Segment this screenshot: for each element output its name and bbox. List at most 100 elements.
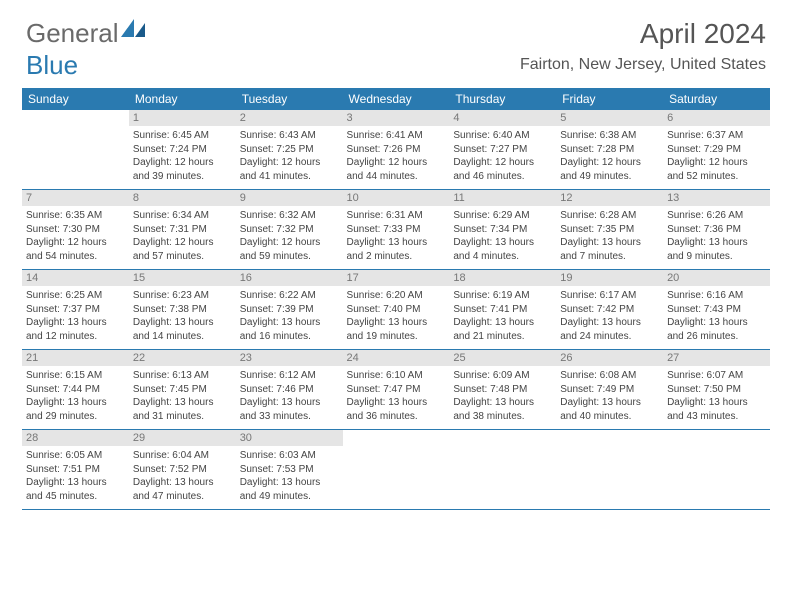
day-cell: 23Sunrise: 6:12 AMSunset: 7:46 PMDayligh… [236, 350, 343, 430]
daylight-line: Daylight: 12 hours and 54 minutes. [26, 236, 125, 263]
day-cell [449, 430, 556, 510]
sunset-line: Sunset: 7:50 PM [667, 383, 766, 397]
sunset-line: Sunset: 7:53 PM [240, 463, 339, 477]
day-cell: 16Sunrise: 6:22 AMSunset: 7:39 PMDayligh… [236, 270, 343, 350]
day-details: Sunrise: 6:09 AMSunset: 7:48 PMDaylight:… [449, 366, 556, 429]
sunrise-line: Sunrise: 6:28 AM [560, 209, 659, 223]
day-number: 8 [129, 190, 236, 206]
sunrise-line: Sunrise: 6:23 AM [133, 289, 232, 303]
day-number: 27 [663, 350, 770, 366]
day-header-monday: Monday [129, 88, 236, 110]
daylight-line: Daylight: 13 hours and 47 minutes. [133, 476, 232, 503]
day-details: Sunrise: 6:26 AMSunset: 7:36 PMDaylight:… [663, 206, 770, 269]
logo-sail-icon [121, 19, 145, 37]
day-cell: 11Sunrise: 6:29 AMSunset: 7:34 PMDayligh… [449, 190, 556, 270]
day-details: Sunrise: 6:35 AMSunset: 7:30 PMDaylight:… [22, 206, 129, 269]
day-number: 24 [343, 350, 450, 366]
day-details: Sunrise: 6:07 AMSunset: 7:50 PMDaylight:… [663, 366, 770, 429]
sunset-line: Sunset: 7:34 PM [453, 223, 552, 237]
sunset-line: Sunset: 7:43 PM [667, 303, 766, 317]
day-cell: 24Sunrise: 6:10 AMSunset: 7:47 PMDayligh… [343, 350, 450, 430]
title-block: April 2024 Fairton, New Jersey, United S… [520, 18, 766, 74]
day-number: 6 [663, 110, 770, 126]
day-number: 20 [663, 270, 770, 286]
daylight-line: Daylight: 13 hours and 12 minutes. [26, 316, 125, 343]
daylight-line: Daylight: 12 hours and 59 minutes. [240, 236, 339, 263]
day-details: Sunrise: 6:38 AMSunset: 7:28 PMDaylight:… [556, 126, 663, 189]
day-cell: 10Sunrise: 6:31 AMSunset: 7:33 PMDayligh… [343, 190, 450, 270]
daylight-line: Daylight: 12 hours and 49 minutes. [560, 156, 659, 183]
day-details: Sunrise: 6:19 AMSunset: 7:41 PMDaylight:… [449, 286, 556, 349]
daylight-line: Daylight: 13 hours and 16 minutes. [240, 316, 339, 343]
sunset-line: Sunset: 7:52 PM [133, 463, 232, 477]
day-details: Sunrise: 6:37 AMSunset: 7:29 PMDaylight:… [663, 126, 770, 189]
day-cell: 5Sunrise: 6:38 AMSunset: 7:28 PMDaylight… [556, 110, 663, 190]
day-number: 10 [343, 190, 450, 206]
day-cell [22, 110, 129, 190]
sunset-line: Sunset: 7:45 PM [133, 383, 232, 397]
day-details: Sunrise: 6:12 AMSunset: 7:46 PMDaylight:… [236, 366, 343, 429]
day-cell: 29Sunrise: 6:04 AMSunset: 7:52 PMDayligh… [129, 430, 236, 510]
day-number: 29 [129, 430, 236, 446]
day-cell: 22Sunrise: 6:13 AMSunset: 7:45 PMDayligh… [129, 350, 236, 430]
sunset-line: Sunset: 7:48 PM [453, 383, 552, 397]
day-details: Sunrise: 6:28 AMSunset: 7:35 PMDaylight:… [556, 206, 663, 269]
sunrise-line: Sunrise: 6:17 AM [560, 289, 659, 303]
day-number: 11 [449, 190, 556, 206]
sunset-line: Sunset: 7:44 PM [26, 383, 125, 397]
day-cell: 8Sunrise: 6:34 AMSunset: 7:31 PMDaylight… [129, 190, 236, 270]
day-number: 4 [449, 110, 556, 126]
daylight-line: Daylight: 12 hours and 46 minutes. [453, 156, 552, 183]
day-details: Sunrise: 6:22 AMSunset: 7:39 PMDaylight:… [236, 286, 343, 349]
sunset-line: Sunset: 7:46 PM [240, 383, 339, 397]
day-number: 5 [556, 110, 663, 126]
day-details: Sunrise: 6:40 AMSunset: 7:27 PMDaylight:… [449, 126, 556, 189]
day-cell: 17Sunrise: 6:20 AMSunset: 7:40 PMDayligh… [343, 270, 450, 350]
header: General April 2024 Fairton, New Jersey, … [0, 0, 792, 80]
sunrise-line: Sunrise: 6:03 AM [240, 449, 339, 463]
day-cell: 13Sunrise: 6:26 AMSunset: 7:36 PMDayligh… [663, 190, 770, 270]
day-cell: 6Sunrise: 6:37 AMSunset: 7:29 PMDaylight… [663, 110, 770, 190]
logo: General [26, 18, 145, 49]
day-number: 28 [22, 430, 129, 446]
day-cell: 28Sunrise: 6:05 AMSunset: 7:51 PMDayligh… [22, 430, 129, 510]
sunset-line: Sunset: 7:29 PM [667, 143, 766, 157]
day-header-tuesday: Tuesday [236, 88, 343, 110]
day-number: 22 [129, 350, 236, 366]
sunrise-line: Sunrise: 6:05 AM [26, 449, 125, 463]
day-cell: 30Sunrise: 6:03 AMSunset: 7:53 PMDayligh… [236, 430, 343, 510]
day-header-wednesday: Wednesday [343, 88, 450, 110]
day-cell: 26Sunrise: 6:08 AMSunset: 7:49 PMDayligh… [556, 350, 663, 430]
daylight-line: Daylight: 13 hours and 26 minutes. [667, 316, 766, 343]
day-header-friday: Friday [556, 88, 663, 110]
sunset-line: Sunset: 7:42 PM [560, 303, 659, 317]
day-details: Sunrise: 6:17 AMSunset: 7:42 PMDaylight:… [556, 286, 663, 349]
sunrise-line: Sunrise: 6:20 AM [347, 289, 446, 303]
day-details: Sunrise: 6:08 AMSunset: 7:49 PMDaylight:… [556, 366, 663, 429]
day-number: 1 [129, 110, 236, 126]
day-cell: 27Sunrise: 6:07 AMSunset: 7:50 PMDayligh… [663, 350, 770, 430]
week-row: 7Sunrise: 6:35 AMSunset: 7:30 PMDaylight… [22, 190, 770, 270]
logo-text-blue: Blue [26, 50, 78, 81]
day-cell [663, 430, 770, 510]
sunset-line: Sunset: 7:24 PM [133, 143, 232, 157]
sunset-line: Sunset: 7:41 PM [453, 303, 552, 317]
sunrise-line: Sunrise: 6:08 AM [560, 369, 659, 383]
daylight-line: Daylight: 13 hours and 45 minutes. [26, 476, 125, 503]
sunrise-line: Sunrise: 6:45 AM [133, 129, 232, 143]
sunrise-line: Sunrise: 6:41 AM [347, 129, 446, 143]
sunrise-line: Sunrise: 6:07 AM [667, 369, 766, 383]
logo-text-general: General [26, 18, 119, 49]
daylight-line: Daylight: 13 hours and 29 minutes. [26, 396, 125, 423]
location-text: Fairton, New Jersey, United States [520, 56, 766, 74]
sunrise-line: Sunrise: 6:15 AM [26, 369, 125, 383]
day-details: Sunrise: 6:34 AMSunset: 7:31 PMDaylight:… [129, 206, 236, 269]
sunset-line: Sunset: 7:26 PM [347, 143, 446, 157]
sunrise-line: Sunrise: 6:26 AM [667, 209, 766, 223]
day-cell: 19Sunrise: 6:17 AMSunset: 7:42 PMDayligh… [556, 270, 663, 350]
sunset-line: Sunset: 7:33 PM [347, 223, 446, 237]
day-cell: 15Sunrise: 6:23 AMSunset: 7:38 PMDayligh… [129, 270, 236, 350]
sunset-line: Sunset: 7:28 PM [560, 143, 659, 157]
sunrise-line: Sunrise: 6:19 AM [453, 289, 552, 303]
day-details: Sunrise: 6:23 AMSunset: 7:38 PMDaylight:… [129, 286, 236, 349]
